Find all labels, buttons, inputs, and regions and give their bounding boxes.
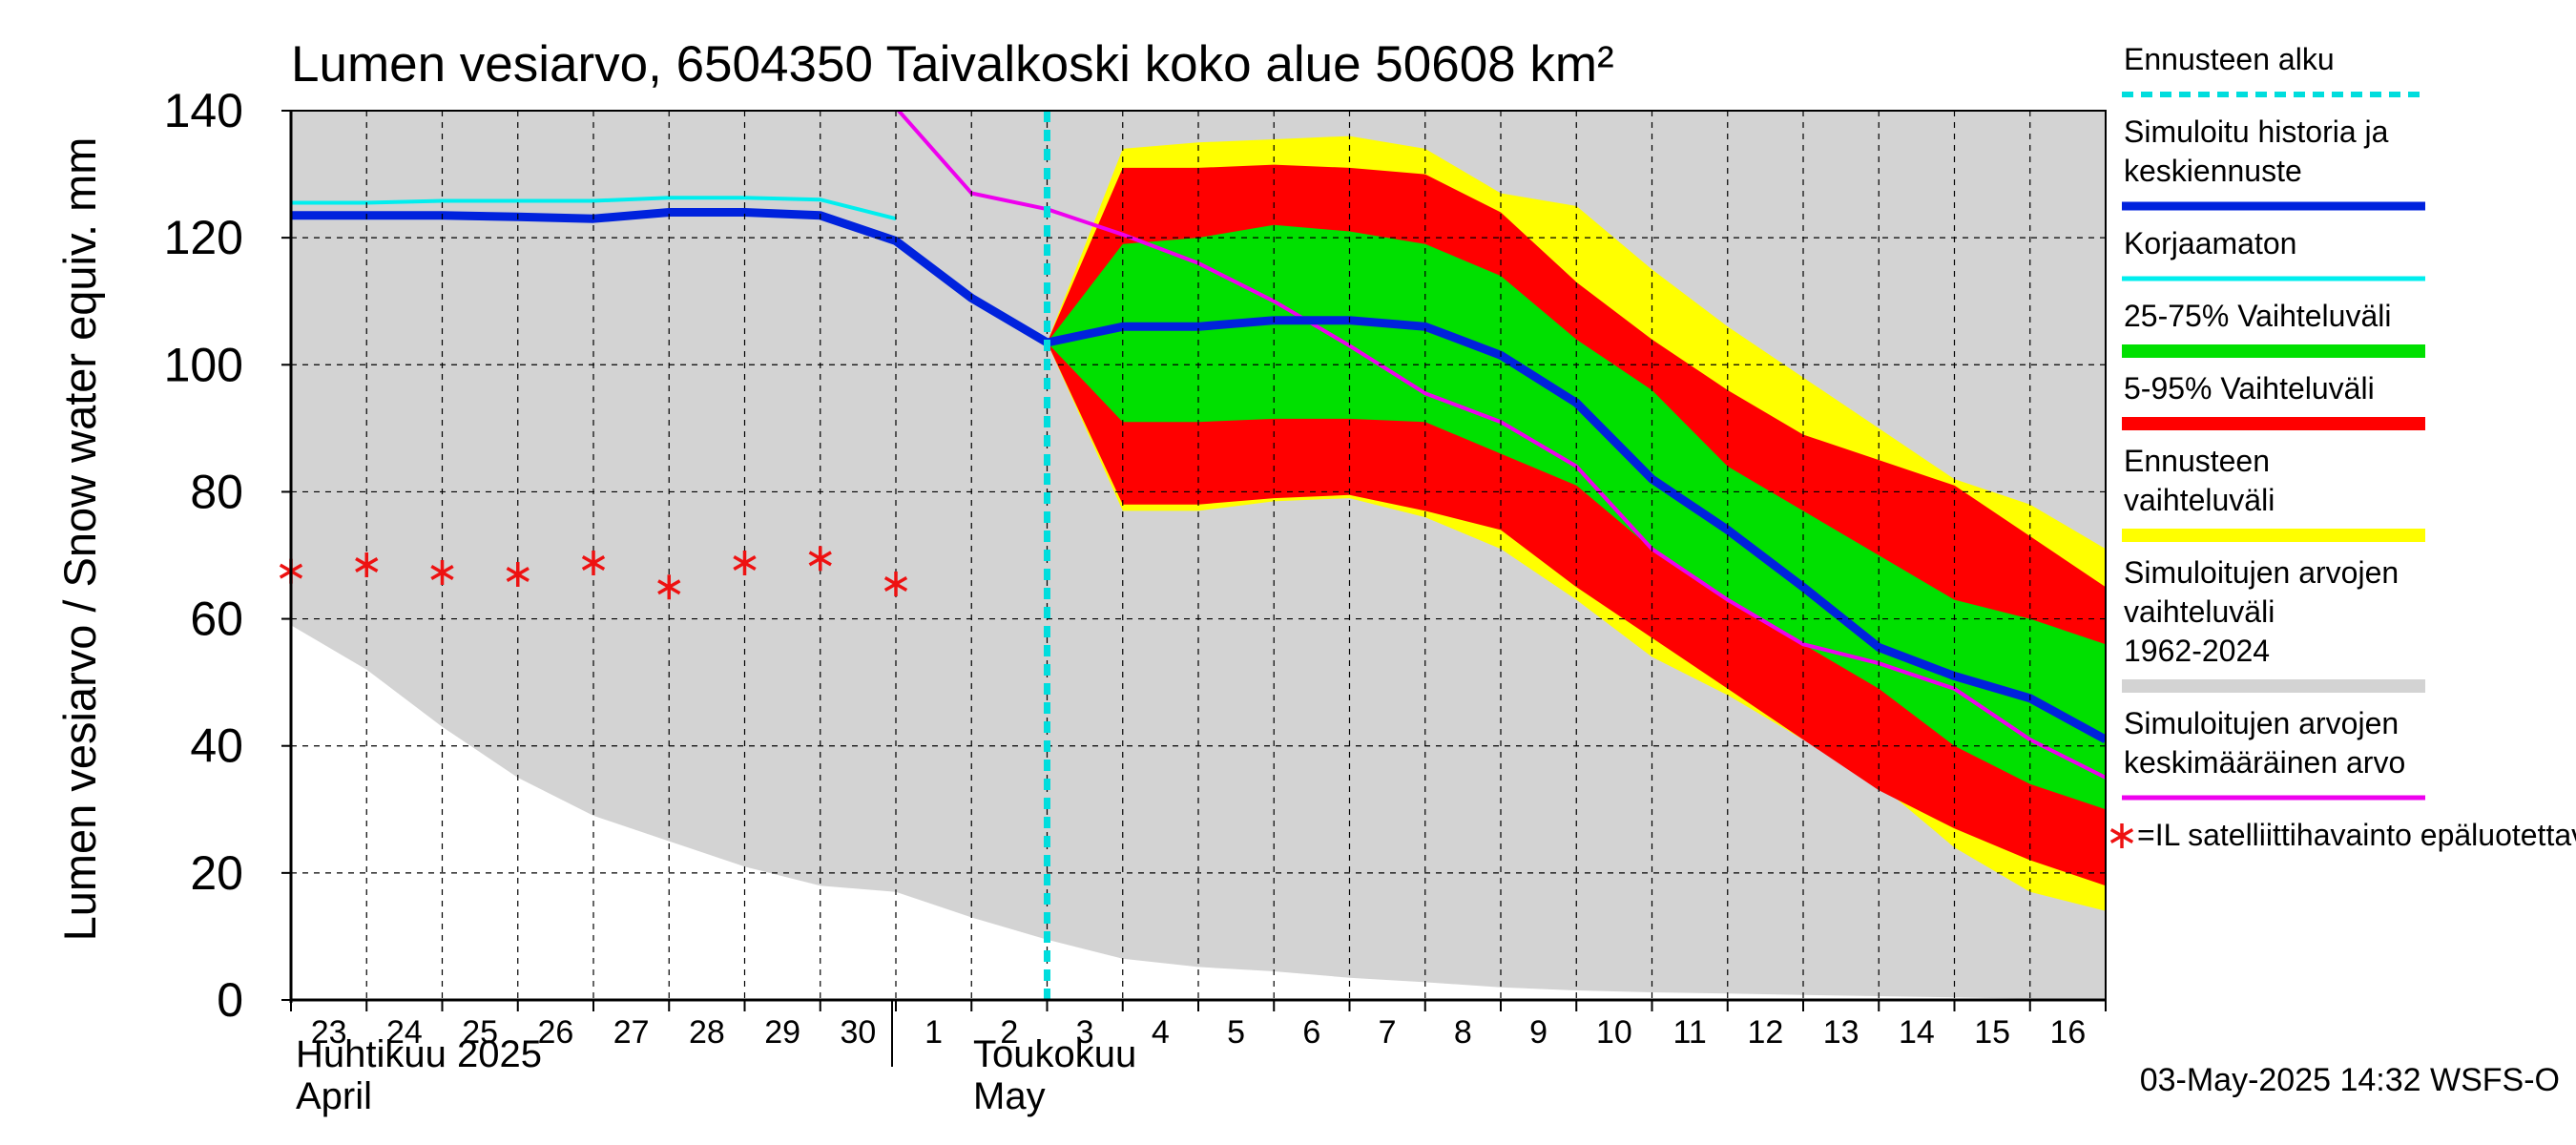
y-tick-label: 0 [217,973,243,1027]
satellite-point-stroke [808,551,832,567]
x-tick-label: 1 [924,1014,943,1051]
satellite-point-stroke [883,575,908,592]
satellite-point-stroke [430,564,454,580]
month-label-en: April [296,1075,372,1117]
legend-label: 25-75% Vaihteluväli [2124,299,2391,333]
legend-label-line: keskimääräinen arvo [2124,745,2405,780]
uncorrected-line [291,196,897,221]
x-tick-label: 10 [1596,1014,1632,1051]
x-tick-label: 29 [764,1014,800,1051]
month-label-fi: Toukokuu [973,1033,1136,1075]
x-tick-label: 4 [1152,1014,1170,1051]
satellite-point [506,561,530,587]
y-tick-label: 60 [190,593,243,646]
legend-label: Simuloitujen arvojen keskimääräinen arvo [2124,706,2405,780]
legend: Ennusteen alku Simuloitu historia ja keski… [2109,42,2576,852]
x-tick-label: 3 [1076,1014,1094,1051]
x-tick-label: 14 [1899,1014,1935,1051]
x-tick-label: 11 [1672,1014,1706,1051]
x-tick-label: 30 [840,1014,876,1051]
x-tick-label: 15 [1974,1014,2010,1051]
legend-label-line: 5-95% Vaihteluväli [2124,371,2375,406]
legend-label-line: Simuloitujen arvojen [2124,706,2399,740]
month-label-fi: Huhtikuu 2025 [296,1033,542,1075]
y-tick-label: 20 [190,846,243,900]
legend-label: Simuloitu historia ja keskiennuste [2124,114,2389,188]
legend-label: Ennusteen alku [2124,42,2335,76]
legend-label: Korjaamaton [2124,226,2296,260]
legend-satellite-marker-stroke [2109,827,2134,844]
satellite-point [733,550,757,575]
satellite-point [883,571,908,596]
legend-satellite-marker [2109,823,2134,848]
legend-label-line: vaihteluväli [2124,483,2275,517]
satellite-point [355,552,379,577]
legend-item-range-5-95: 5-95% Vaihteluväli [2122,371,2425,430]
y-tick-label: 140 [164,84,243,137]
x-tick-label: 12 [1747,1014,1783,1051]
chart-title: Lumen vesiarvo, 6504350 Taivalkoski koko… [291,36,1614,93]
legend-label-line: Simuloitujen arvojen [2124,555,2399,590]
legend-label: =IL satelliittihavainto epäluotettava [2137,818,2576,852]
satellite-point-stroke [581,554,606,572]
legend-label-line: keskiennuste [2124,154,2302,188]
legend-label-line: Simuloitu historia ja [2124,114,2389,149]
x-tick-label: 5 [1227,1014,1245,1051]
legend-label: 5-95% Vaihteluväli [2124,371,2375,406]
satellite-point [430,559,454,585]
legend-item-mean: Simuloitujen arvojen keskimääräinen arvo [2122,706,2425,801]
x-tick-label: 7 [1379,1014,1397,1051]
x-tick-label: 9 [1529,1014,1548,1051]
x-tick-label: 26 [537,1014,573,1051]
x-tick-label: 24 [386,1014,423,1051]
x-tick-label: 8 [1454,1014,1472,1051]
x-tick-label: 27 [613,1014,650,1051]
grid [291,111,2106,1000]
satellite-point [808,546,832,572]
timestamp: 03-May-2025 14:32 WSFS-O [2140,1062,2560,1098]
x-tick-label: 16 [2049,1014,2086,1051]
legend-item-forecast-line: Ennusteen alku [2122,42,2425,97]
legend-label-line: 25-75% Vaihteluväli [2124,299,2391,333]
range-25-75-band [1047,224,2106,810]
legend-item-satellite: =IL satelliittihavainto epäluotettava [2109,818,2576,852]
legend-label-line: Ennusteen [2124,444,2270,478]
y-tick-label: 120 [164,211,243,264]
x-tick-label: 23 [311,1014,347,1051]
legend-label-line: 1962-2024 [2124,634,2270,668]
satellite-point-stroke [657,579,681,595]
legend-item-hist-range: Simuloitujen arvojen vaihteluväli 1962-202… [2122,555,2425,693]
x-tick-label: 13 [1823,1014,1859,1051]
x-tick-label: 28 [689,1014,725,1051]
satellite-point [657,574,681,600]
y-tick-label: 80 [190,465,243,518]
x-tick-label: 6 [1302,1014,1320,1051]
legend-label-line: Korjaamaton [2124,226,2296,260]
legend-item-simulated: Simuloitu historia ja keskiennuste [2122,114,2425,211]
x-tick-label: 25 [462,1014,498,1051]
legend-item-range-25-75: 25-75% Vaihteluväli [2122,299,2425,358]
plot-area [279,111,2106,1000]
legend-label-line: vaihteluväli [2124,594,2275,629]
satellite-point [581,550,606,575]
legend-item-forecast-range: Ennusteen vaihteluväli [2122,444,2425,542]
satellite-point-stroke [506,566,530,582]
y-tick-label: 100 [164,338,243,391]
legend-label: Simuloitujen arvojen vaihteluväli 1962-202… [2124,555,2399,668]
y-axis-label: Lumen vesiarvo / Snow water equiv. mm [54,137,105,942]
legend-item-uncorrected: Korjaamaton [2122,226,2425,281]
legend-label: Ennusteen vaihteluväli [2124,444,2275,517]
y-tick-label: 40 [190,719,243,773]
satellite-point-stroke [355,556,379,573]
month-label-en: May [973,1075,1046,1117]
x-tick-label: 2 [1000,1014,1018,1051]
satellite-point-stroke [733,554,757,572]
legend-label-line: Ennusteen alku [2124,42,2335,76]
